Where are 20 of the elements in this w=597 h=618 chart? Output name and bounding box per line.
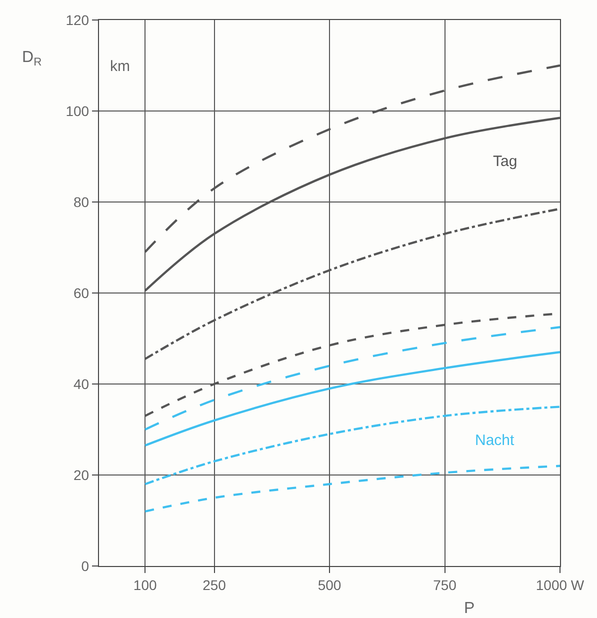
line-series xyxy=(144,351,560,447)
x-tick-label: 750 xyxy=(433,576,457,593)
y-tick-label: 20 xyxy=(74,466,90,483)
x-tick-label: 500 xyxy=(318,576,342,593)
y-axis-title: D$_{R}$ xyxy=(22,49,42,68)
y-tick-label: 80 xyxy=(74,194,90,210)
x-tick-label: 100 xyxy=(133,576,157,593)
annotation: Nacht xyxy=(475,432,516,449)
y-tick-label: 100 xyxy=(66,102,90,119)
y-tick-label: 120 xyxy=(66,12,90,28)
y-tick-label: 40 xyxy=(74,376,90,392)
annotation: km xyxy=(110,58,130,75)
y-tick-label: 0 xyxy=(81,558,90,574)
line-series xyxy=(144,406,560,486)
y-tick-label: 60 xyxy=(74,284,90,301)
annotation: Tag xyxy=(493,153,518,170)
x-axis-title: P xyxy=(464,600,475,617)
x-tick-label: 1000 W xyxy=(536,576,585,593)
line-series xyxy=(144,464,560,512)
x-tick-label: 250 xyxy=(202,576,226,593)
